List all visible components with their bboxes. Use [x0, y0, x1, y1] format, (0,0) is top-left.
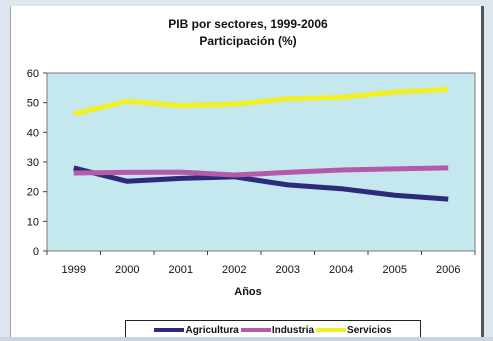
chart-title-block: PIB por sectores, 1999-2006 Participació… — [11, 16, 485, 50]
legend-swatch — [240, 328, 271, 332]
line-chart: 0 10 20 30 40 50 60 1999 2000 2001 2002 2003 2004 200… — [27, 68, 476, 298]
series-line-servicios — [73, 86, 449, 117]
legend-label: Industria — [271, 324, 315, 336]
chart-subtitle: Participación (%) — [199, 34, 297, 48]
chart-frame: PIB por sectores, 1999-2006 Participació… — [10, 6, 484, 341]
chart-legend: Agricultura Industria Servicios — [125, 320, 421, 340]
legend-item-industria: Industria — [240, 324, 315, 336]
y-tick-label: 0 — [33, 246, 39, 258]
legend-label: Servicios — [347, 324, 392, 336]
x-tick-label: 2004 — [329, 264, 353, 276]
x-tick-label: 2005 — [383, 264, 407, 276]
x-tick-label: 2002 — [222, 264, 246, 276]
legend-item-servicios: Servicios — [316, 324, 392, 336]
y-tick-label: 50 — [27, 98, 39, 110]
x-tick-label: 1999 — [62, 264, 86, 276]
x-tick-label: 2000 — [115, 264, 139, 276]
x-tick-label: 2001 — [169, 264, 193, 276]
series-line-industria — [73, 165, 449, 178]
y-tick-label: 60 — [27, 68, 39, 80]
bottom-strip — [0, 337, 493, 341]
x-tick-label: 2003 — [276, 264, 300, 276]
y-tick-label: 30 — [27, 157, 39, 169]
series-line-agricultura — [73, 165, 449, 202]
x-axis-title: Años — [234, 286, 262, 298]
legend-label: Agricultura — [185, 324, 239, 336]
y-tick-label: 40 — [27, 127, 39, 139]
legend-swatch — [316, 328, 347, 332]
x-tick-label: 2006 — [436, 264, 460, 276]
legend-swatch — [154, 328, 185, 332]
legend-item-agricultura: Agricultura — [154, 324, 239, 336]
y-tick-label: 20 — [27, 187, 39, 199]
chart-title: PIB por sectores, 1999-2006 — [168, 17, 328, 31]
y-tick-label: 10 — [27, 216, 39, 228]
